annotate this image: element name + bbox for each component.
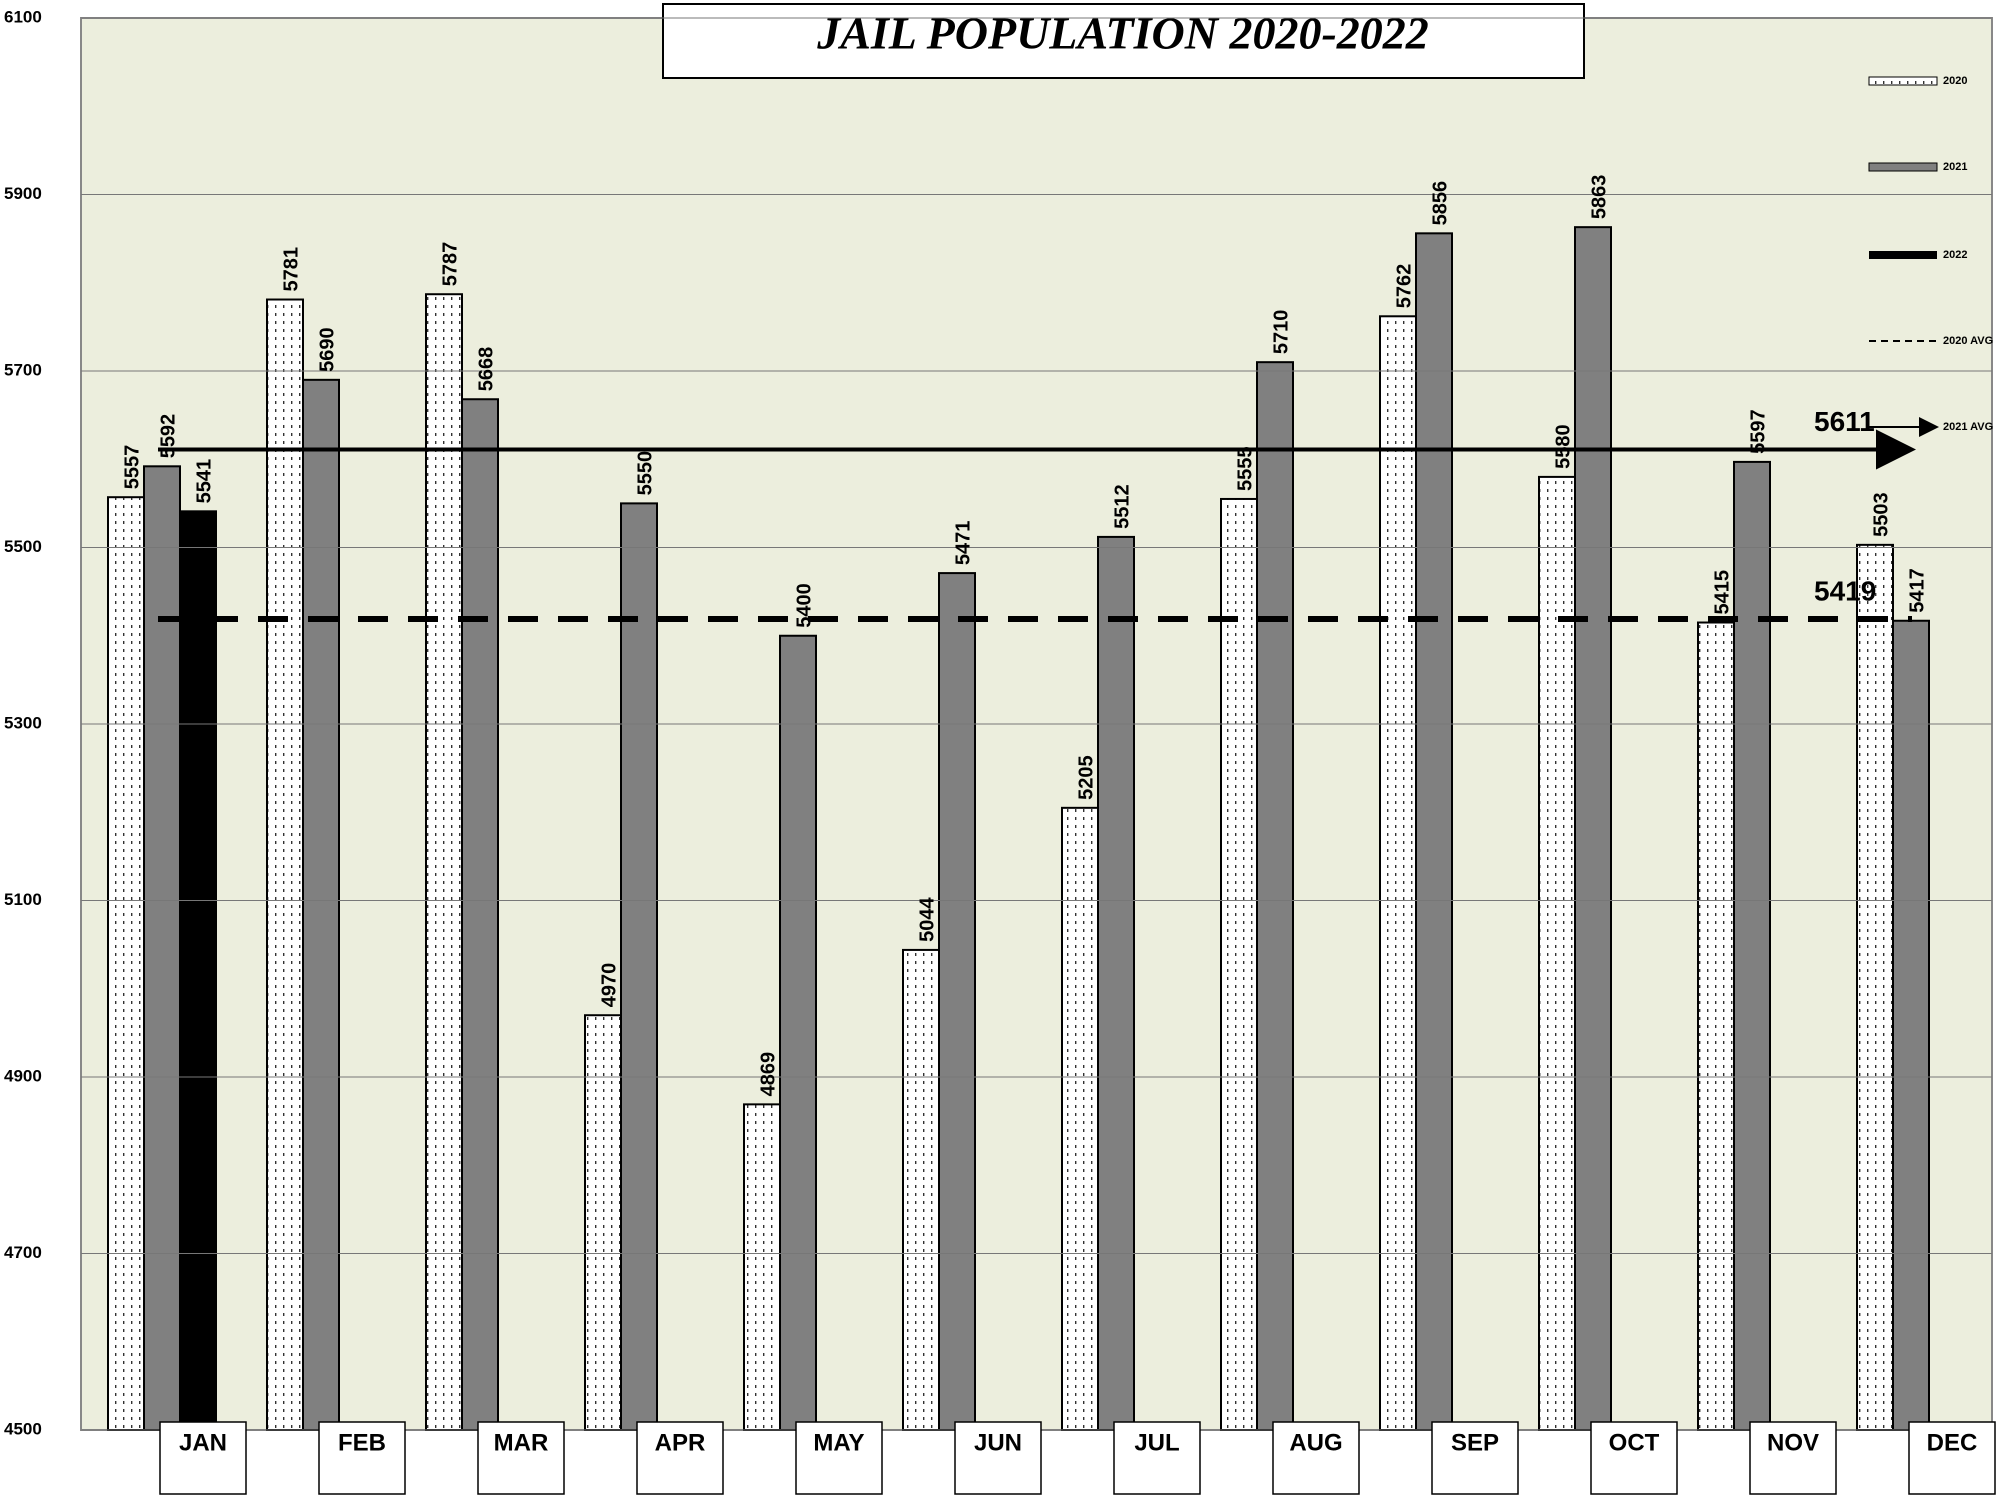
legend-label: 2021	[1943, 161, 1967, 173]
data-label: 5592	[157, 414, 179, 459]
bar	[584, 1014, 622, 1431]
data-label: 5415	[1711, 570, 1733, 615]
bar	[1733, 460, 1771, 1431]
x-tick-label: MAR	[494, 1429, 549, 1456]
bar	[1379, 315, 1417, 1431]
average-label: 5419	[1814, 575, 1876, 606]
bar	[1892, 619, 1930, 1431]
average-label: 5611	[1814, 406, 1875, 437]
data-label: 5597	[1747, 409, 1769, 454]
data-label: 5580	[1552, 424, 1574, 469]
x-tick-label: AUG	[1289, 1429, 1342, 1456]
x-tick-label: NOV	[1767, 1429, 1819, 1456]
y-tick-label: 5500	[4, 537, 42, 556]
month-box	[1908, 1421, 1996, 1495]
y-tick-label: 5300	[4, 713, 42, 732]
data-label: 5417	[1906, 568, 1928, 613]
legend-label: 2020 AVG	[1943, 335, 1993, 347]
data-label: 5762	[1393, 264, 1415, 309]
bar	[902, 948, 940, 1431]
bar	[266, 298, 304, 1432]
bar	[107, 496, 145, 1431]
data-label: 5781	[280, 247, 302, 292]
bar	[1415, 232, 1453, 1432]
bar	[1220, 497, 1258, 1431]
x-tick-label: DEC	[1927, 1429, 1978, 1456]
month-box	[1113, 1421, 1201, 1495]
data-label: 5787	[439, 242, 461, 287]
data-label: 5205	[1075, 755, 1097, 800]
x-tick-label: MAY	[813, 1429, 864, 1456]
y-tick-label: 5900	[4, 184, 42, 203]
bar	[938, 572, 976, 1431]
legend-swatch	[1868, 76, 1938, 86]
x-tick-label: JUL	[1134, 1429, 1179, 1456]
data-label: 4970	[598, 963, 620, 1008]
month-box	[1590, 1421, 1678, 1495]
data-label: 5557	[121, 445, 143, 490]
bar	[425, 293, 463, 1431]
title-box	[662, 3, 1585, 79]
data-label: 5541	[193, 459, 215, 504]
y-tick-label: 6100	[4, 7, 42, 26]
bar	[1574, 226, 1612, 1432]
bar	[1256, 361, 1294, 1431]
legend-label: 2020	[1943, 75, 1967, 87]
x-tick-label: JUN	[974, 1429, 1022, 1456]
data-label: 5690	[316, 327, 338, 372]
month-box	[159, 1421, 247, 1495]
month-box	[1431, 1421, 1519, 1495]
data-label: 5471	[952, 521, 974, 566]
bar	[461, 398, 499, 1431]
data-label: 5503	[1870, 492, 1892, 537]
data-label: 5856	[1429, 181, 1451, 226]
legend-label: 2022	[1943, 249, 1967, 261]
bar	[179, 510, 217, 1431]
month-box	[954, 1421, 1042, 1495]
bar	[1061, 806, 1099, 1431]
bar	[1097, 535, 1135, 1431]
month-box	[477, 1421, 565, 1495]
x-tick-label: OCT	[1609, 1429, 1660, 1456]
data-label: 5668	[475, 347, 497, 392]
x-tick-label: FEB	[338, 1429, 386, 1456]
x-tick-label: SEP	[1451, 1429, 1499, 1456]
bar	[302, 378, 340, 1432]
data-label: 5863	[1588, 175, 1610, 220]
month-box	[795, 1421, 883, 1495]
data-label: 5710	[1270, 310, 1292, 355]
y-tick-label: 5700	[4, 360, 42, 379]
bar	[1856, 543, 1894, 1431]
month-box	[636, 1421, 724, 1495]
legend-label: 2021 AVG	[1943, 421, 1993, 433]
x-tick-label: JAN	[179, 1429, 227, 1456]
data-label: 5550	[634, 451, 656, 496]
legend-swatch	[1868, 162, 1938, 172]
y-tick-label: 5100	[4, 890, 42, 909]
chart-title: JAIL POPULATION 2020-2022	[816, 8, 1429, 59]
bar	[1697, 621, 1735, 1431]
month-box	[1749, 1421, 1837, 1495]
month-box	[318, 1421, 406, 1495]
bar	[620, 502, 658, 1431]
data-label: 5512	[1111, 484, 1133, 529]
bar	[779, 634, 817, 1431]
x-tick-label: APR	[655, 1429, 706, 1456]
month-box	[1272, 1421, 1360, 1495]
data-label: 5044	[916, 897, 938, 942]
data-label: 5555	[1234, 446, 1256, 491]
bar	[143, 465, 181, 1431]
y-tick-label: 4900	[4, 1066, 42, 1085]
data-label: 4869	[757, 1052, 779, 1097]
y-tick-label: 4500	[4, 1419, 42, 1438]
bar	[743, 1103, 781, 1432]
legend-swatch	[1869, 251, 1937, 259]
y-tick-label: 4700	[4, 1243, 42, 1262]
